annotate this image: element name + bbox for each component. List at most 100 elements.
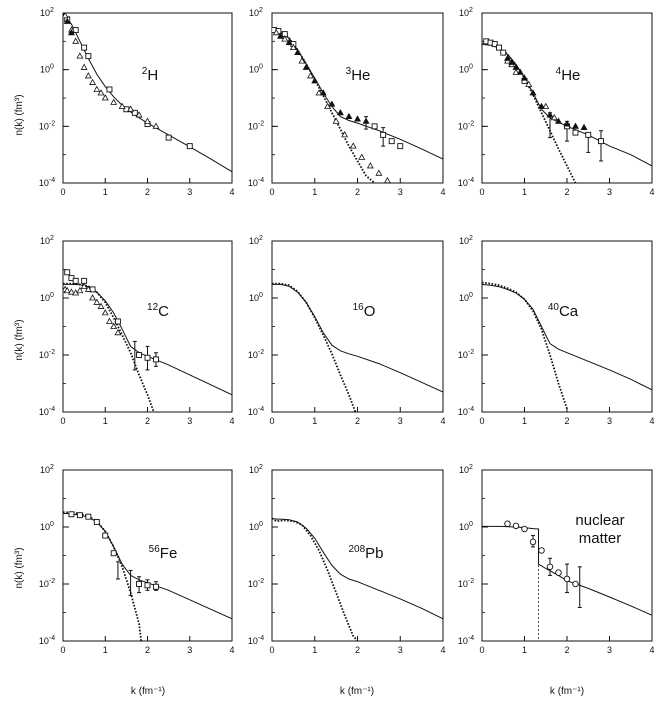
x-tick-label: 4	[649, 416, 654, 426]
full-distribution-line	[272, 283, 443, 393]
x-tick-label: 1	[103, 187, 108, 197]
open-triangle-marker	[298, 57, 306, 64]
square-marker	[64, 269, 71, 276]
filled-triangle-marker	[63, 17, 71, 24]
y-tick-label: 100	[249, 292, 263, 303]
open-triangle-marker	[272, 28, 280, 36]
x-tick-label: 1	[522, 416, 527, 426]
open-triangle-marker	[144, 117, 151, 124]
x-tick-label: 0	[60, 187, 65, 197]
panel-3: 0 1 2 3 4 102 100 10-2 10-4 4He	[458, 7, 655, 197]
mean-field-dotted-line	[63, 282, 155, 412]
panel-7: 0 1 2 3 4 102 100 10-2 10-4 56Fe	[39, 464, 235, 655]
nucleus-label: 4He	[556, 66, 581, 84]
y-axis-label-row-3: n(k) (fm³)	[14, 547, 25, 588]
x-tick-label: 2	[145, 187, 150, 197]
panel-frame	[62, 469, 233, 642]
open-triangle-marker	[76, 286, 84, 294]
square-marker	[585, 131, 592, 138]
open-triangle-marker	[89, 78, 97, 85]
open-triangle-marker	[84, 285, 92, 292]
plot-area	[272, 282, 443, 412]
circle-marker	[521, 525, 528, 533]
open-triangle-marker	[358, 153, 366, 160]
x-axis-label-col-2: k (fm⁻¹)	[340, 686, 374, 697]
full-distribution-line	[272, 517, 443, 620]
y-tick-label: 102	[40, 464, 54, 475]
square-marker	[85, 513, 92, 520]
y-tick-label: 102	[40, 235, 54, 246]
y-tick-label: 100	[249, 521, 263, 532]
nucleus-label: 56Fe	[149, 544, 178, 562]
open-triangle-marker	[315, 89, 323, 96]
nucleus-label: 12C	[147, 302, 169, 320]
open-triangle-marker	[93, 298, 101, 305]
y-tick-label: 10-2	[39, 120, 55, 131]
filled-triangle-marker	[546, 111, 554, 118]
x-tick-label: 3	[607, 645, 612, 655]
filled-triangle-marker	[521, 74, 528, 81]
square-marker	[152, 583, 159, 590]
x-tick-label: 0	[269, 416, 274, 426]
square-marker	[152, 356, 159, 363]
y-tick-label: 10-2	[248, 349, 264, 360]
filled-triangle-marker	[362, 117, 370, 124]
panel-frame	[271, 469, 444, 642]
circle-marker	[512, 522, 520, 530]
x-tick-label: 3	[187, 645, 192, 655]
open-triangle-marker	[97, 302, 105, 309]
full-distribution-line	[63, 283, 232, 396]
circle-marker	[529, 538, 537, 546]
mean-field-dotted-line	[482, 281, 568, 410]
x-tick-label: 4	[440, 645, 445, 655]
square-marker	[81, 277, 88, 284]
y-tick-label: 100	[40, 64, 54, 75]
square-marker	[572, 129, 579, 136]
square-marker	[81, 44, 88, 51]
circle-marker	[563, 575, 571, 583]
circle-marker	[572, 580, 579, 588]
y-tick-label: 10-2	[458, 349, 474, 360]
square-marker	[68, 511, 75, 518]
x-tick-label: 2	[564, 416, 569, 426]
square-marker	[131, 109, 138, 116]
open-triangle-marker	[114, 329, 122, 336]
y-tick-label: 10-4	[458, 635, 474, 646]
square-marker	[93, 519, 100, 525]
circle-marker	[538, 547, 545, 554]
plot-area	[482, 520, 652, 641]
x-tick-label: 3	[398, 187, 403, 197]
y-tick-label: 10-4	[458, 177, 474, 188]
y-tick-label: 102	[249, 7, 263, 18]
x-tick-label: 2	[355, 416, 360, 426]
square-marker	[85, 53, 92, 60]
full-distribution-line	[482, 283, 652, 391]
panel-1: 0 1 2 3 4 102 100 10-2 10-4 2H	[39, 7, 235, 197]
y-tick-label: 10-4	[39, 635, 55, 646]
nucleus-label: 2H	[142, 66, 158, 84]
plot-area	[63, 13, 232, 173]
x-tick-label: 0	[269, 645, 274, 655]
panel-8: 0 1 2 3 4 102 100 10-2 10-4 208Pb	[248, 464, 446, 655]
square-marker	[388, 138, 395, 145]
open-triangle-marker	[80, 282, 88, 290]
filled-triangle-marker	[508, 58, 516, 65]
y-tick-label: 10-4	[39, 406, 55, 417]
open-triangle-marker	[63, 13, 69, 19]
filled-triangle-marker	[319, 89, 327, 96]
x-tick-label: 1	[522, 645, 527, 655]
filled-triangle-marker	[277, 32, 285, 39]
y-tick-label: 10-4	[248, 177, 264, 188]
y-tick-label: 10-2	[458, 578, 474, 589]
x-tick-label: 4	[229, 187, 234, 197]
x-tick-label: 3	[607, 187, 612, 197]
y-tick-label: 102	[40, 7, 54, 18]
y-tick-label: 100	[459, 521, 473, 532]
y-tick-label: 102	[249, 235, 263, 246]
x-tick-label: 4	[440, 187, 445, 197]
open-triangle-marker	[366, 162, 374, 169]
y-tick-label: 102	[459, 7, 473, 18]
square-marker	[186, 143, 193, 150]
open-triangle-marker	[89, 294, 97, 301]
